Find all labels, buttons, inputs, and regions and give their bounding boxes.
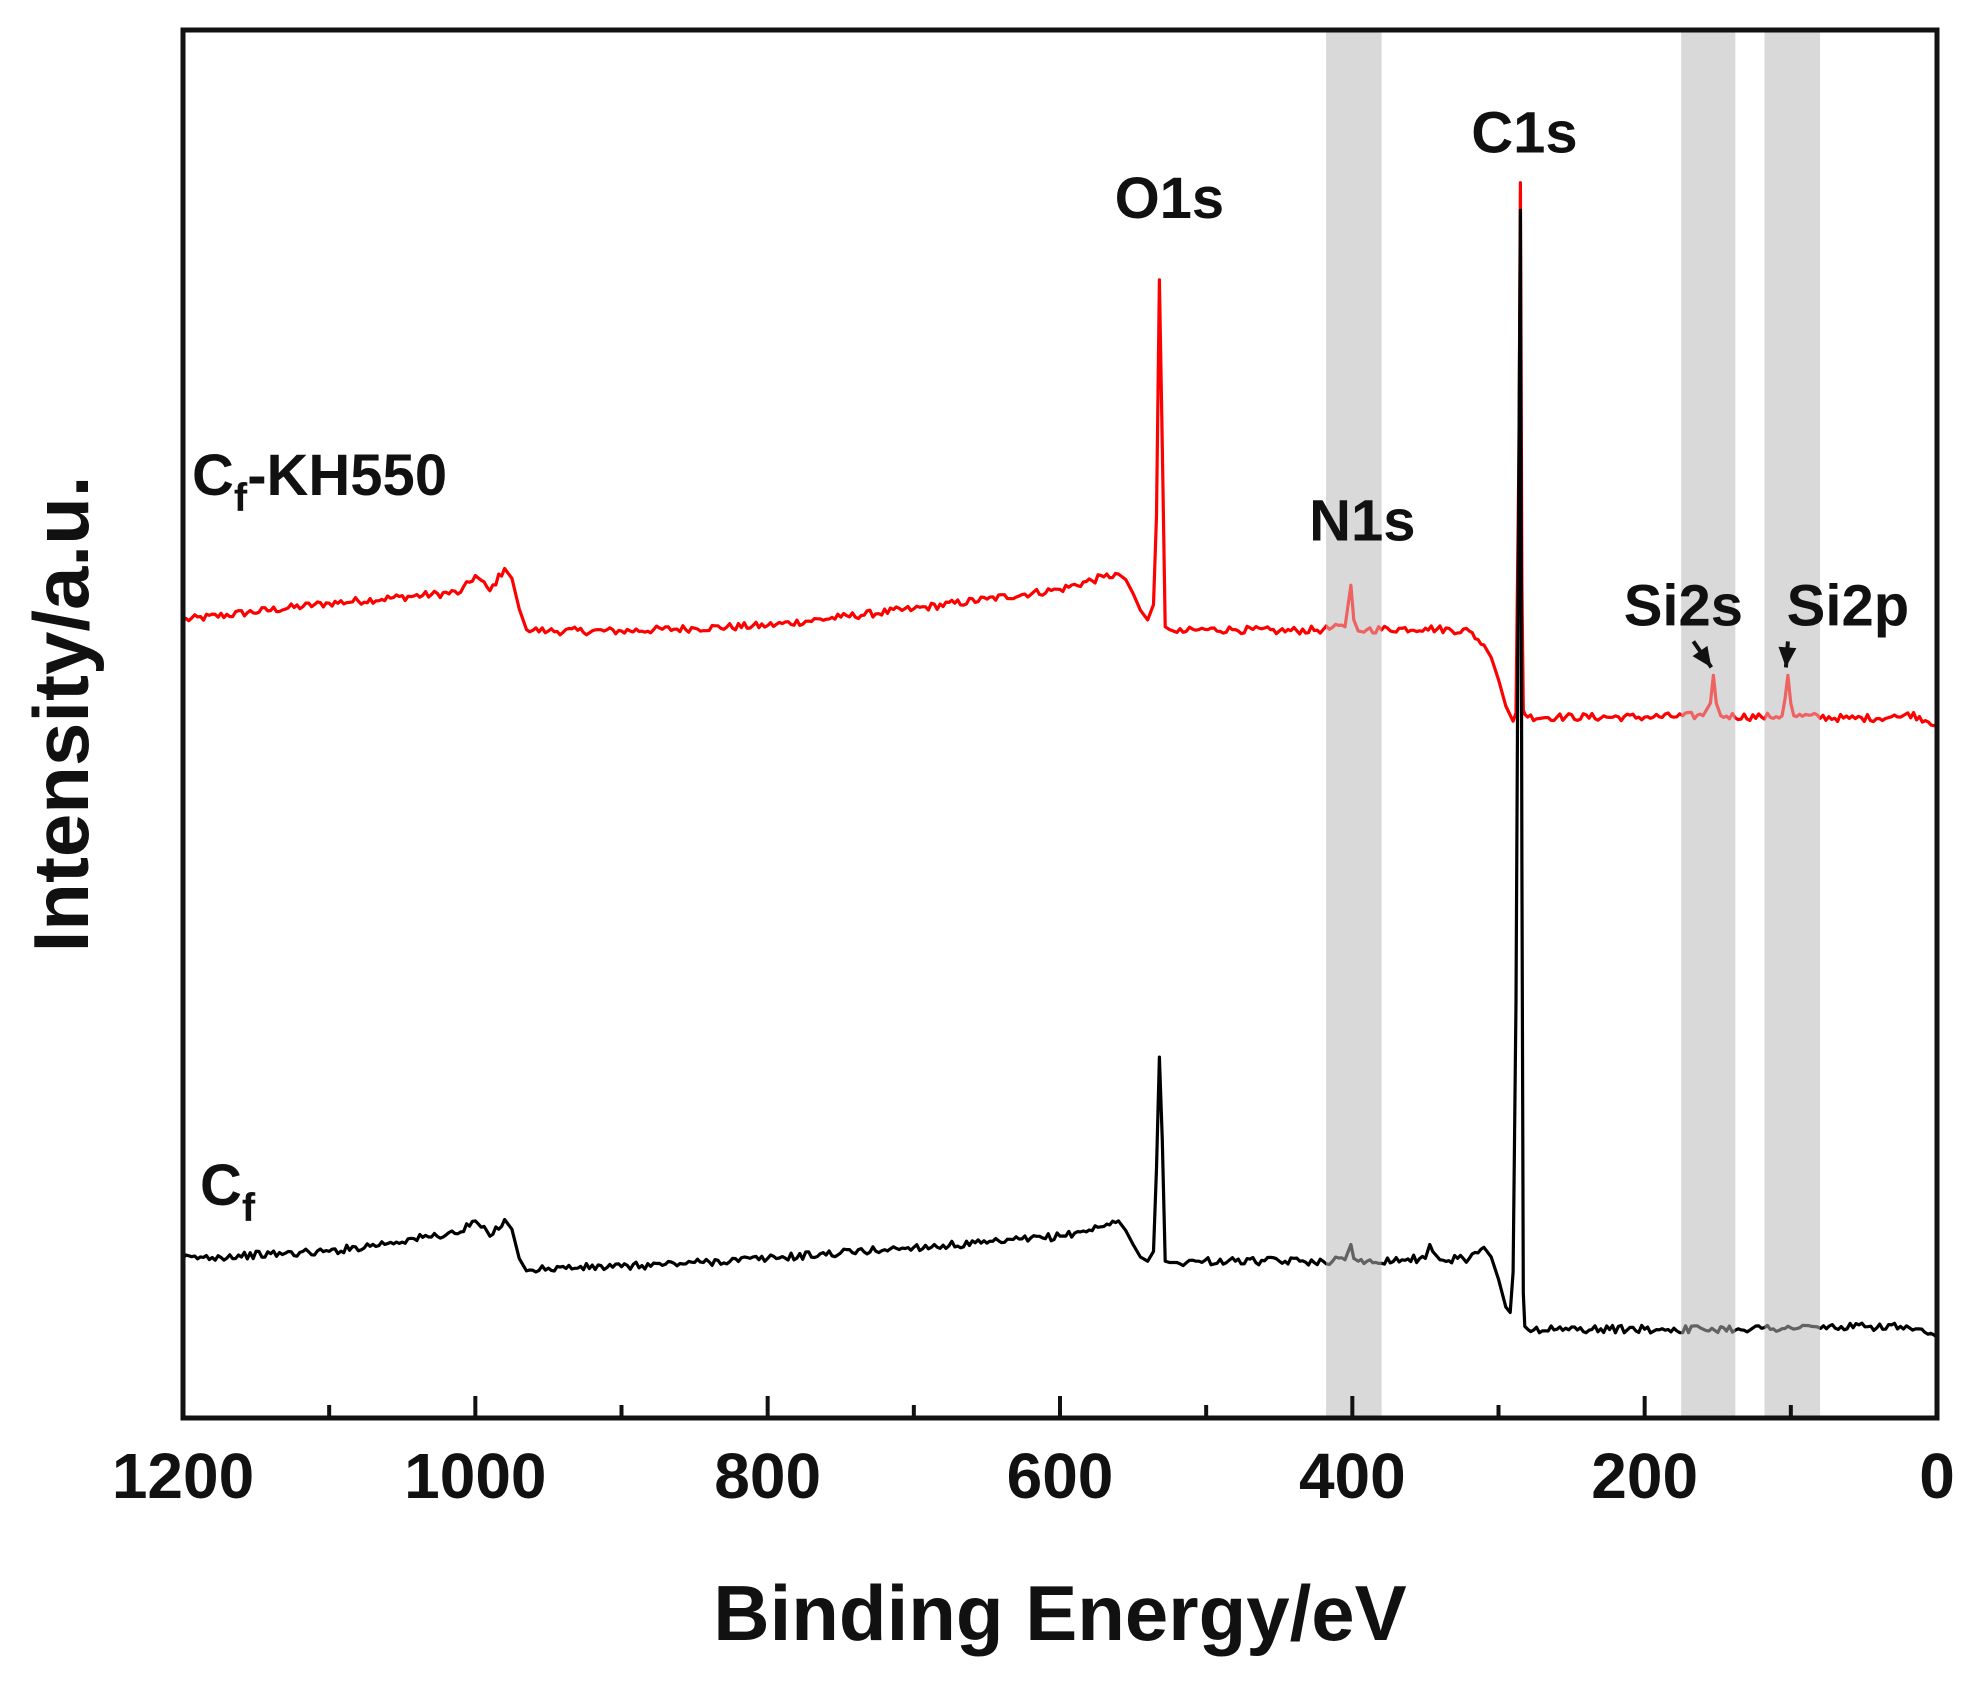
series-label-main: C bbox=[200, 1153, 242, 1218]
series-label-subscript: f bbox=[234, 476, 248, 520]
y-axis-title: Intensity/a.u. bbox=[17, 476, 105, 953]
peak-label-si2s: Si2s bbox=[1624, 573, 1743, 638]
x-tick-label: 1200 bbox=[112, 1440, 254, 1512]
series-label-suffix: -KH550 bbox=[247, 443, 447, 508]
x-tick-label: 0 bbox=[1919, 1440, 1955, 1512]
x-tick-label: 600 bbox=[1007, 1440, 1114, 1512]
peak-label-c1s: C1s bbox=[1471, 101, 1577, 166]
x-axis-tick-labels: 1200 1000 800 600 400 200 0 bbox=[112, 1440, 1955, 1512]
series-label-cf: Cf bbox=[200, 1153, 256, 1230]
series-lines bbox=[181, 30, 1939, 1418]
highlight-bands bbox=[1326, 30, 1821, 1418]
peak-label-n1s: N1s bbox=[1309, 489, 1415, 554]
series-label-cf-kh550: Cf-KH550 bbox=[192, 443, 447, 520]
series-line-cf-kh550 bbox=[182, 181, 1938, 728]
peak-arrowhead-si2s bbox=[1692, 645, 1712, 668]
highlight-band-overlay-si2p bbox=[1764, 30, 1821, 1418]
x-tick-label: 800 bbox=[714, 1440, 821, 1512]
series-line-cf bbox=[181, 208, 1939, 1339]
series-label-subscript: f bbox=[242, 1186, 256, 1230]
peak-arrowhead-si2p bbox=[1778, 646, 1797, 668]
x-axis-ticks bbox=[181, 1396, 1939, 1418]
highlight-band-overlay-n1s bbox=[1326, 30, 1382, 1418]
x-tick-label: 1000 bbox=[404, 1440, 546, 1512]
peak-label-si2p: Si2p bbox=[1787, 573, 1910, 638]
peak-labels: O1s N1s C1s Si2s Si2p bbox=[1115, 101, 1910, 669]
peak-label-o1s: O1s bbox=[1115, 166, 1225, 231]
x-tick-label: 200 bbox=[1591, 1440, 1698, 1512]
x-axis-title: Binding Energy/eV bbox=[713, 1569, 1406, 1657]
highlight-band-si2s bbox=[1681, 30, 1736, 1418]
series-label-main: C bbox=[192, 443, 234, 508]
x-tick-label: 400 bbox=[1299, 1440, 1406, 1512]
highlight-band-n1s bbox=[1326, 30, 1382, 1418]
highlight-band-overlay-si2s bbox=[1681, 30, 1736, 1418]
highlight-band-si2p bbox=[1764, 30, 1821, 1418]
